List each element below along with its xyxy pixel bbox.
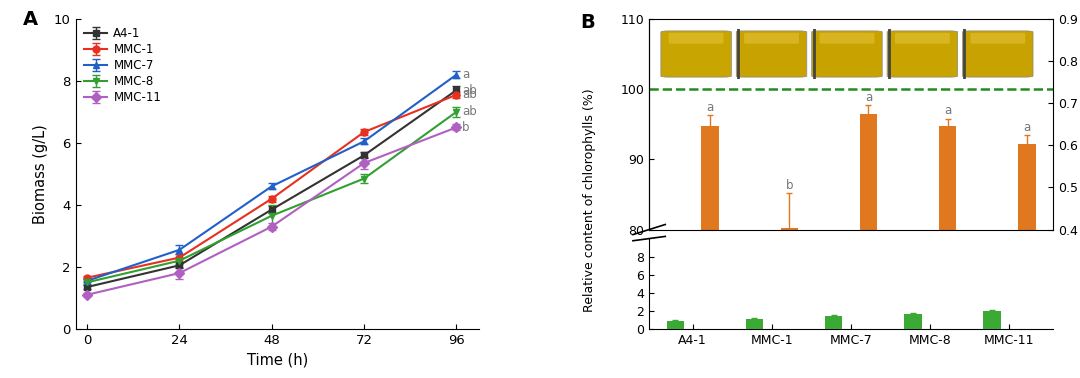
Bar xyxy=(1018,144,1036,378)
Text: ab: ab xyxy=(462,105,477,118)
Text: a: a xyxy=(706,101,714,114)
Text: a: a xyxy=(1023,121,1030,134)
Text: ab: ab xyxy=(462,84,477,97)
Bar xyxy=(745,319,764,329)
Text: Relative content of chlorophylls (%): Relative content of chlorophylls (%) xyxy=(583,88,596,312)
Legend: A4-1, MMC-1, MMC-7, MMC-8, MMC-11: A4-1, MMC-1, MMC-7, MMC-8, MMC-11 xyxy=(81,25,163,106)
Text: A: A xyxy=(23,9,38,29)
Bar xyxy=(904,313,921,329)
Text: a: a xyxy=(865,91,873,104)
Text: B: B xyxy=(580,12,595,32)
Y-axis label: Biomass (g/L): Biomass (g/L) xyxy=(33,124,49,224)
X-axis label: Time (h): Time (h) xyxy=(247,352,308,367)
Text: b: b xyxy=(462,121,470,134)
Bar xyxy=(860,114,877,378)
Text: b: b xyxy=(785,179,793,192)
Text: a: a xyxy=(462,68,470,81)
Bar xyxy=(781,228,798,378)
Bar xyxy=(983,311,1001,329)
Text: a: a xyxy=(944,104,951,118)
Bar xyxy=(825,316,842,329)
Legend: Chl a, Chl b, Lutein: Chl a, Chl b, Lutein xyxy=(654,0,849,1)
Bar xyxy=(939,125,957,378)
Text: ab: ab xyxy=(462,88,477,101)
Bar xyxy=(666,321,684,329)
Bar xyxy=(701,125,719,378)
